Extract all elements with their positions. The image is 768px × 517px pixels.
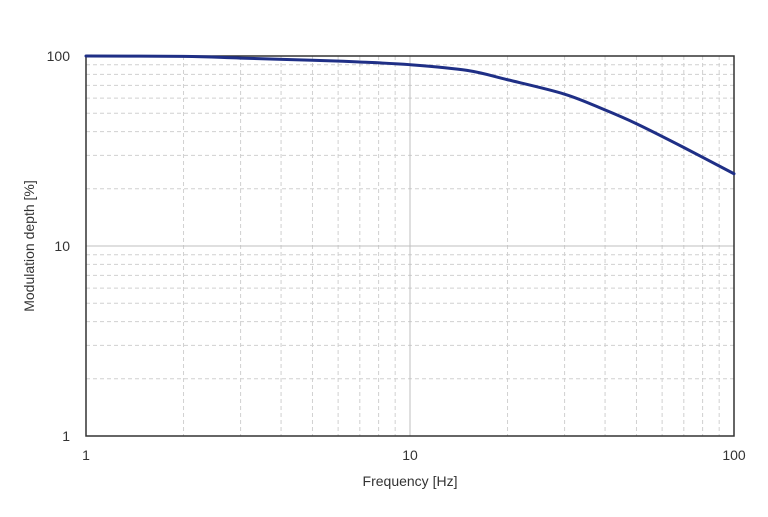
y-tick-label: 10 [54, 238, 70, 254]
y-tick-labels: 1 10 100 [47, 48, 71, 444]
y-axis-label: Modulation depth [%] [21, 180, 37, 312]
series-line [84, 54, 736, 176]
x-tick-label: 10 [402, 447, 418, 463]
x-axis-label: Frequency [Hz] [363, 473, 458, 489]
series-layer [84, 54, 736, 176]
y-tick-label: 1 [62, 428, 70, 444]
x-tick-label: 1 [82, 447, 90, 463]
plot-frame [85, 55, 735, 437]
y-tick-label: 100 [47, 48, 71, 64]
x-tick-labels: 1 10 100 [82, 447, 746, 463]
x-tick-label: 100 [722, 447, 746, 463]
